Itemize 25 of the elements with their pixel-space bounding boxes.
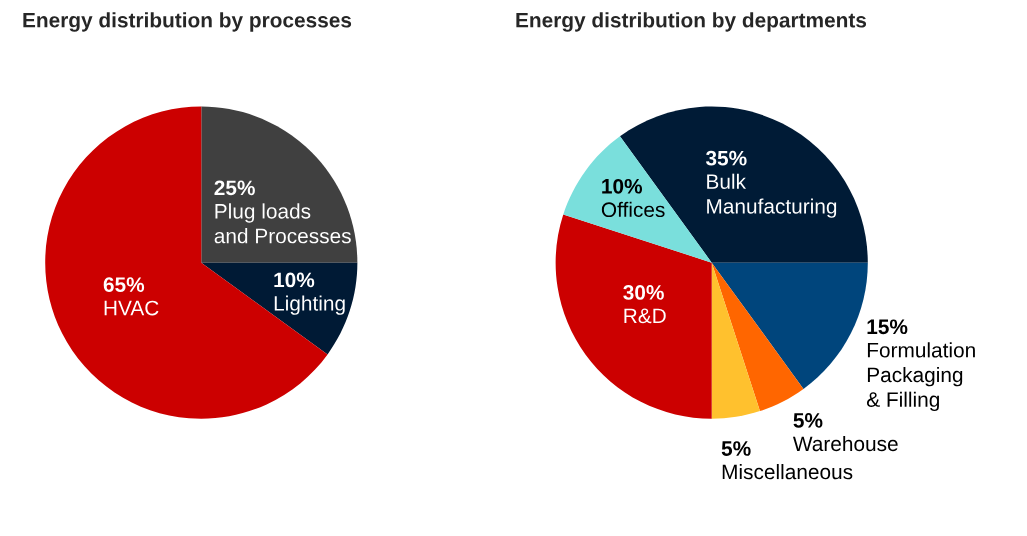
slice-label: R&D: [624, 308, 666, 324]
pie-slice: [711, 262, 868, 389]
pie-slice: [711, 262, 760, 419]
data-label: 35%: [705, 150, 747, 166]
data-label: 25%: [214, 180, 255, 196]
data-label: 30%: [623, 285, 664, 300]
slice-label: Offices: [601, 201, 665, 218]
slice-label: Bulk Manufacturing: [707, 173, 837, 218]
data-label: 5%: [793, 413, 823, 428]
slice-label: Warehouse: [792, 435, 898, 452]
data-label: 5%: [721, 441, 751, 456]
slice-label: Lighting: [274, 295, 345, 315]
data-label: 15%: [867, 319, 908, 335]
chart-title: Energy distribution by departments: [516, 12, 867, 32]
data-label: 65%: [103, 277, 145, 292]
pie-slice: [711, 262, 804, 412]
slice-label: Plug loads and Processes: [214, 203, 351, 244]
pie-slice: [201, 106, 358, 263]
data-label: 10%: [602, 178, 643, 194]
slice-label: Miscellaneous: [722, 463, 853, 480]
data-label: 10%: [274, 272, 315, 288]
slice-label: Formulation Packaging & Filling: [866, 342, 975, 412]
slice-label: HVAC: [104, 300, 159, 316]
pie-slice: [201, 262, 358, 355]
chart-title: Energy distribution by processes: [23, 12, 352, 32]
